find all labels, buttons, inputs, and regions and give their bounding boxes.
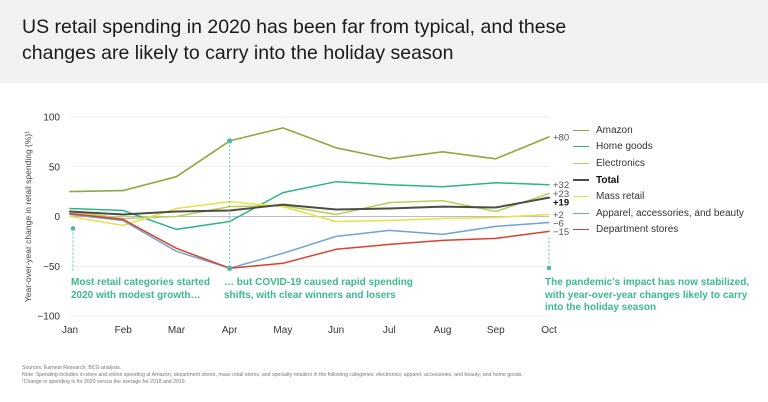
series-line-department-stores: [69, 212, 550, 269]
end-label: +19: [553, 198, 569, 209]
series-line-apparel-accessories-and-beauty: [69, 213, 550, 269]
annotation-markers: [70, 138, 552, 272]
end-label: +23: [553, 189, 569, 200]
legend-swatch: [573, 162, 589, 164]
x-tick-label: Jul: [383, 325, 396, 336]
end-label: +80: [553, 132, 569, 143]
x-tick-label: Feb: [115, 325, 133, 336]
x-tick-label: Apr: [222, 325, 238, 336]
x-tick-label: Mar: [168, 325, 186, 336]
series-line-home-goods: [69, 180, 550, 231]
annotation-modest-growth: Most retail categories started 2020 with…: [71, 277, 210, 301]
x-tick-label: Jan: [62, 325, 78, 336]
x-tick-label: Jun: [328, 325, 344, 336]
end-label: −15: [553, 227, 569, 238]
legend-item: Amazon: [573, 122, 744, 139]
january-marker: [70, 226, 76, 231]
note-change: ¹Change in spending is for 2020 versus t…: [22, 379, 187, 385]
end-label: +2: [553, 210, 564, 221]
legend-swatch: [573, 129, 589, 131]
x-tick-label: May: [273, 325, 292, 336]
footnotes: Sources: Earnest Research; BCG analysis.…: [22, 365, 523, 386]
legend-label: Amazon: [596, 124, 633, 136]
legend: Amazon Home goods Electronics Total Mass ret…: [573, 122, 744, 238]
legend-item: Home goods: [573, 139, 744, 156]
legend-label: Home goods: [596, 141, 653, 153]
note-spending: Note: Spending includes in-store and onl…: [22, 372, 523, 378]
legend-label: Department stores: [596, 224, 679, 236]
legend-swatch: [573, 212, 589, 214]
y-tick-label: −50: [43, 262, 60, 273]
legend-label: Mass retail: [596, 191, 645, 203]
y-tick-label: 0: [54, 212, 60, 223]
legend-item: Apparel, accessories, and beauty: [573, 205, 744, 222]
series-line-mass-retail: [69, 200, 550, 227]
x-axis: Jan Feb Mar Apr May Jun Jul Aug Sep Oct: [62, 325, 557, 336]
y-axis: 100 50 0 −50 −100 Year-over-year change in re…: [23, 113, 60, 323]
end-value-labels: +80 +32+23+19+2−6−15: [553, 132, 569, 238]
series-line-amazon: [69, 127, 550, 193]
annotation-stabilized: The pandemic's impact has now stabilized…: [545, 277, 750, 313]
chart-title: US retail spending in 2020 has been far …: [22, 16, 567, 64]
legend-label: Total: [596, 174, 620, 186]
note-sources: Sources: Earnest Research; BCG analysis.: [22, 365, 122, 371]
x-tick-label: Sep: [487, 325, 505, 336]
legend-swatch: [573, 229, 589, 231]
april-peak-marker: [227, 138, 233, 144]
april-trough-marker: [227, 265, 233, 271]
y-tick-label: 50: [49, 162, 61, 173]
legend-swatch: [573, 196, 589, 198]
legend-item: Mass retail: [573, 188, 744, 205]
annotation-covid-shifts: … but COVID-19 caused rapid spending shi…: [224, 277, 413, 301]
x-tick-label: Oct: [541, 325, 557, 336]
end-label: −6: [553, 219, 564, 230]
header-banner: US retail spending in 2020 has been far …: [0, 0, 768, 83]
y-tick-label: −100: [37, 312, 60, 323]
legend-swatch: [573, 179, 589, 182]
series-lines: [69, 127, 550, 269]
series-line-total: [69, 196, 550, 216]
legend-label: Apparel, accessories, and beauty: [596, 207, 744, 219]
legend-item: Electronics: [573, 155, 744, 172]
legend-item: Department stores: [573, 222, 744, 239]
legend-swatch: [573, 146, 589, 148]
october-marker: [546, 265, 552, 271]
y-tick-label: 100: [43, 113, 60, 124]
x-tick-label: Aug: [434, 325, 452, 336]
y-axis-label: Year-over-year change in retail spending…: [23, 131, 33, 302]
legend-label: Electronics: [596, 157, 645, 169]
end-label: +32: [553, 180, 569, 191]
legend-item: Total: [573, 172, 744, 189]
